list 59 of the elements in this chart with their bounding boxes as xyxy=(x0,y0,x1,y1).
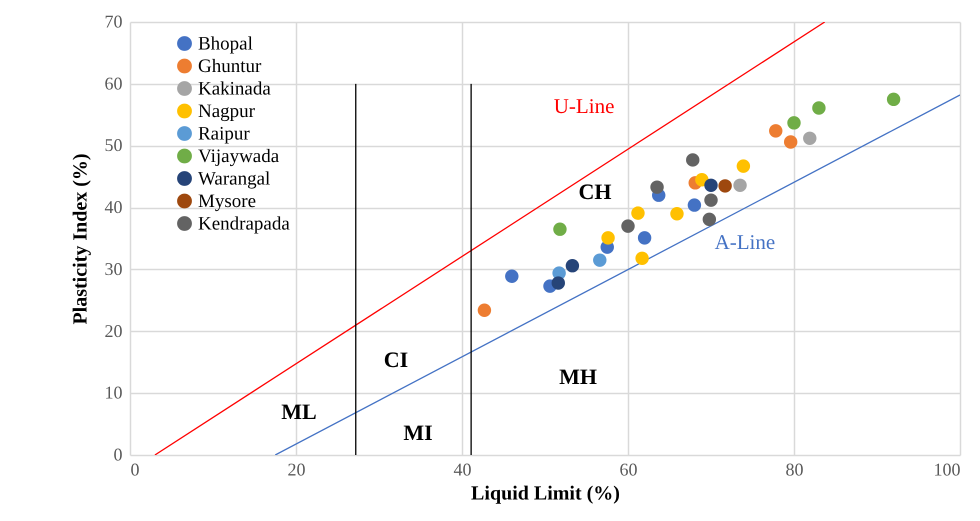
point xyxy=(787,116,801,130)
annotation: CH xyxy=(578,179,612,204)
x-tick-label: 0 xyxy=(130,460,140,480)
x-tick-label: 40 xyxy=(454,460,472,480)
legend-label: Warangal xyxy=(198,168,270,190)
x-tick-label: 60 xyxy=(620,460,638,480)
y-tick-label: 0 xyxy=(114,444,122,464)
series-label: A-Line xyxy=(714,230,776,254)
point xyxy=(803,132,816,145)
y-tick-label: 30 xyxy=(104,258,122,279)
point xyxy=(621,219,635,233)
x-tick-label: 80 xyxy=(786,460,804,480)
point xyxy=(638,231,652,245)
point xyxy=(886,92,900,106)
legend-label: Nagpur xyxy=(198,101,256,122)
y-tick-label: 40 xyxy=(104,197,122,218)
point xyxy=(505,270,519,283)
point xyxy=(769,124,782,138)
point xyxy=(635,252,649,265)
point xyxy=(650,180,664,194)
legend-label: Bhopal xyxy=(198,34,253,54)
y-tick-label: 10 xyxy=(104,382,122,403)
y-tick-label: 20 xyxy=(104,320,122,341)
legend-label: Mysore xyxy=(198,191,256,212)
legend-label: Kendrapada xyxy=(198,214,290,234)
series-label: U-Line xyxy=(554,94,614,118)
point xyxy=(593,253,606,267)
legend-label: Kakinada xyxy=(198,78,272,100)
point xyxy=(552,276,565,290)
point xyxy=(812,101,826,115)
point xyxy=(478,304,492,317)
point xyxy=(733,178,747,192)
point xyxy=(702,212,716,226)
point xyxy=(784,135,798,149)
x-tick-label: 20 xyxy=(288,460,306,480)
annotation: ML xyxy=(281,399,317,424)
point xyxy=(704,193,718,207)
point xyxy=(736,159,750,173)
y-axis-title: Plasticity Index (%) xyxy=(70,153,92,325)
point xyxy=(718,179,732,193)
legend-label: Raipur xyxy=(198,124,250,144)
point xyxy=(553,222,567,236)
x-axis-title: Liquid Limit (%) xyxy=(471,482,620,504)
annotation: MH xyxy=(559,364,597,389)
annotation: CI xyxy=(384,347,408,372)
y-tick-label: 50 xyxy=(104,135,122,156)
point xyxy=(704,178,718,192)
point xyxy=(631,206,645,220)
point xyxy=(686,153,700,167)
point xyxy=(566,259,580,272)
point xyxy=(670,207,684,220)
y-tick-label: 70 xyxy=(104,12,122,32)
legend-label: Ghuntur xyxy=(198,56,262,77)
x-tick-label: 100 xyxy=(934,460,960,480)
point xyxy=(601,231,615,245)
point xyxy=(688,198,702,212)
annotation: MI xyxy=(403,420,433,445)
legend-label: Vijaywada xyxy=(198,146,280,167)
y-tick-label: 60 xyxy=(104,73,122,94)
